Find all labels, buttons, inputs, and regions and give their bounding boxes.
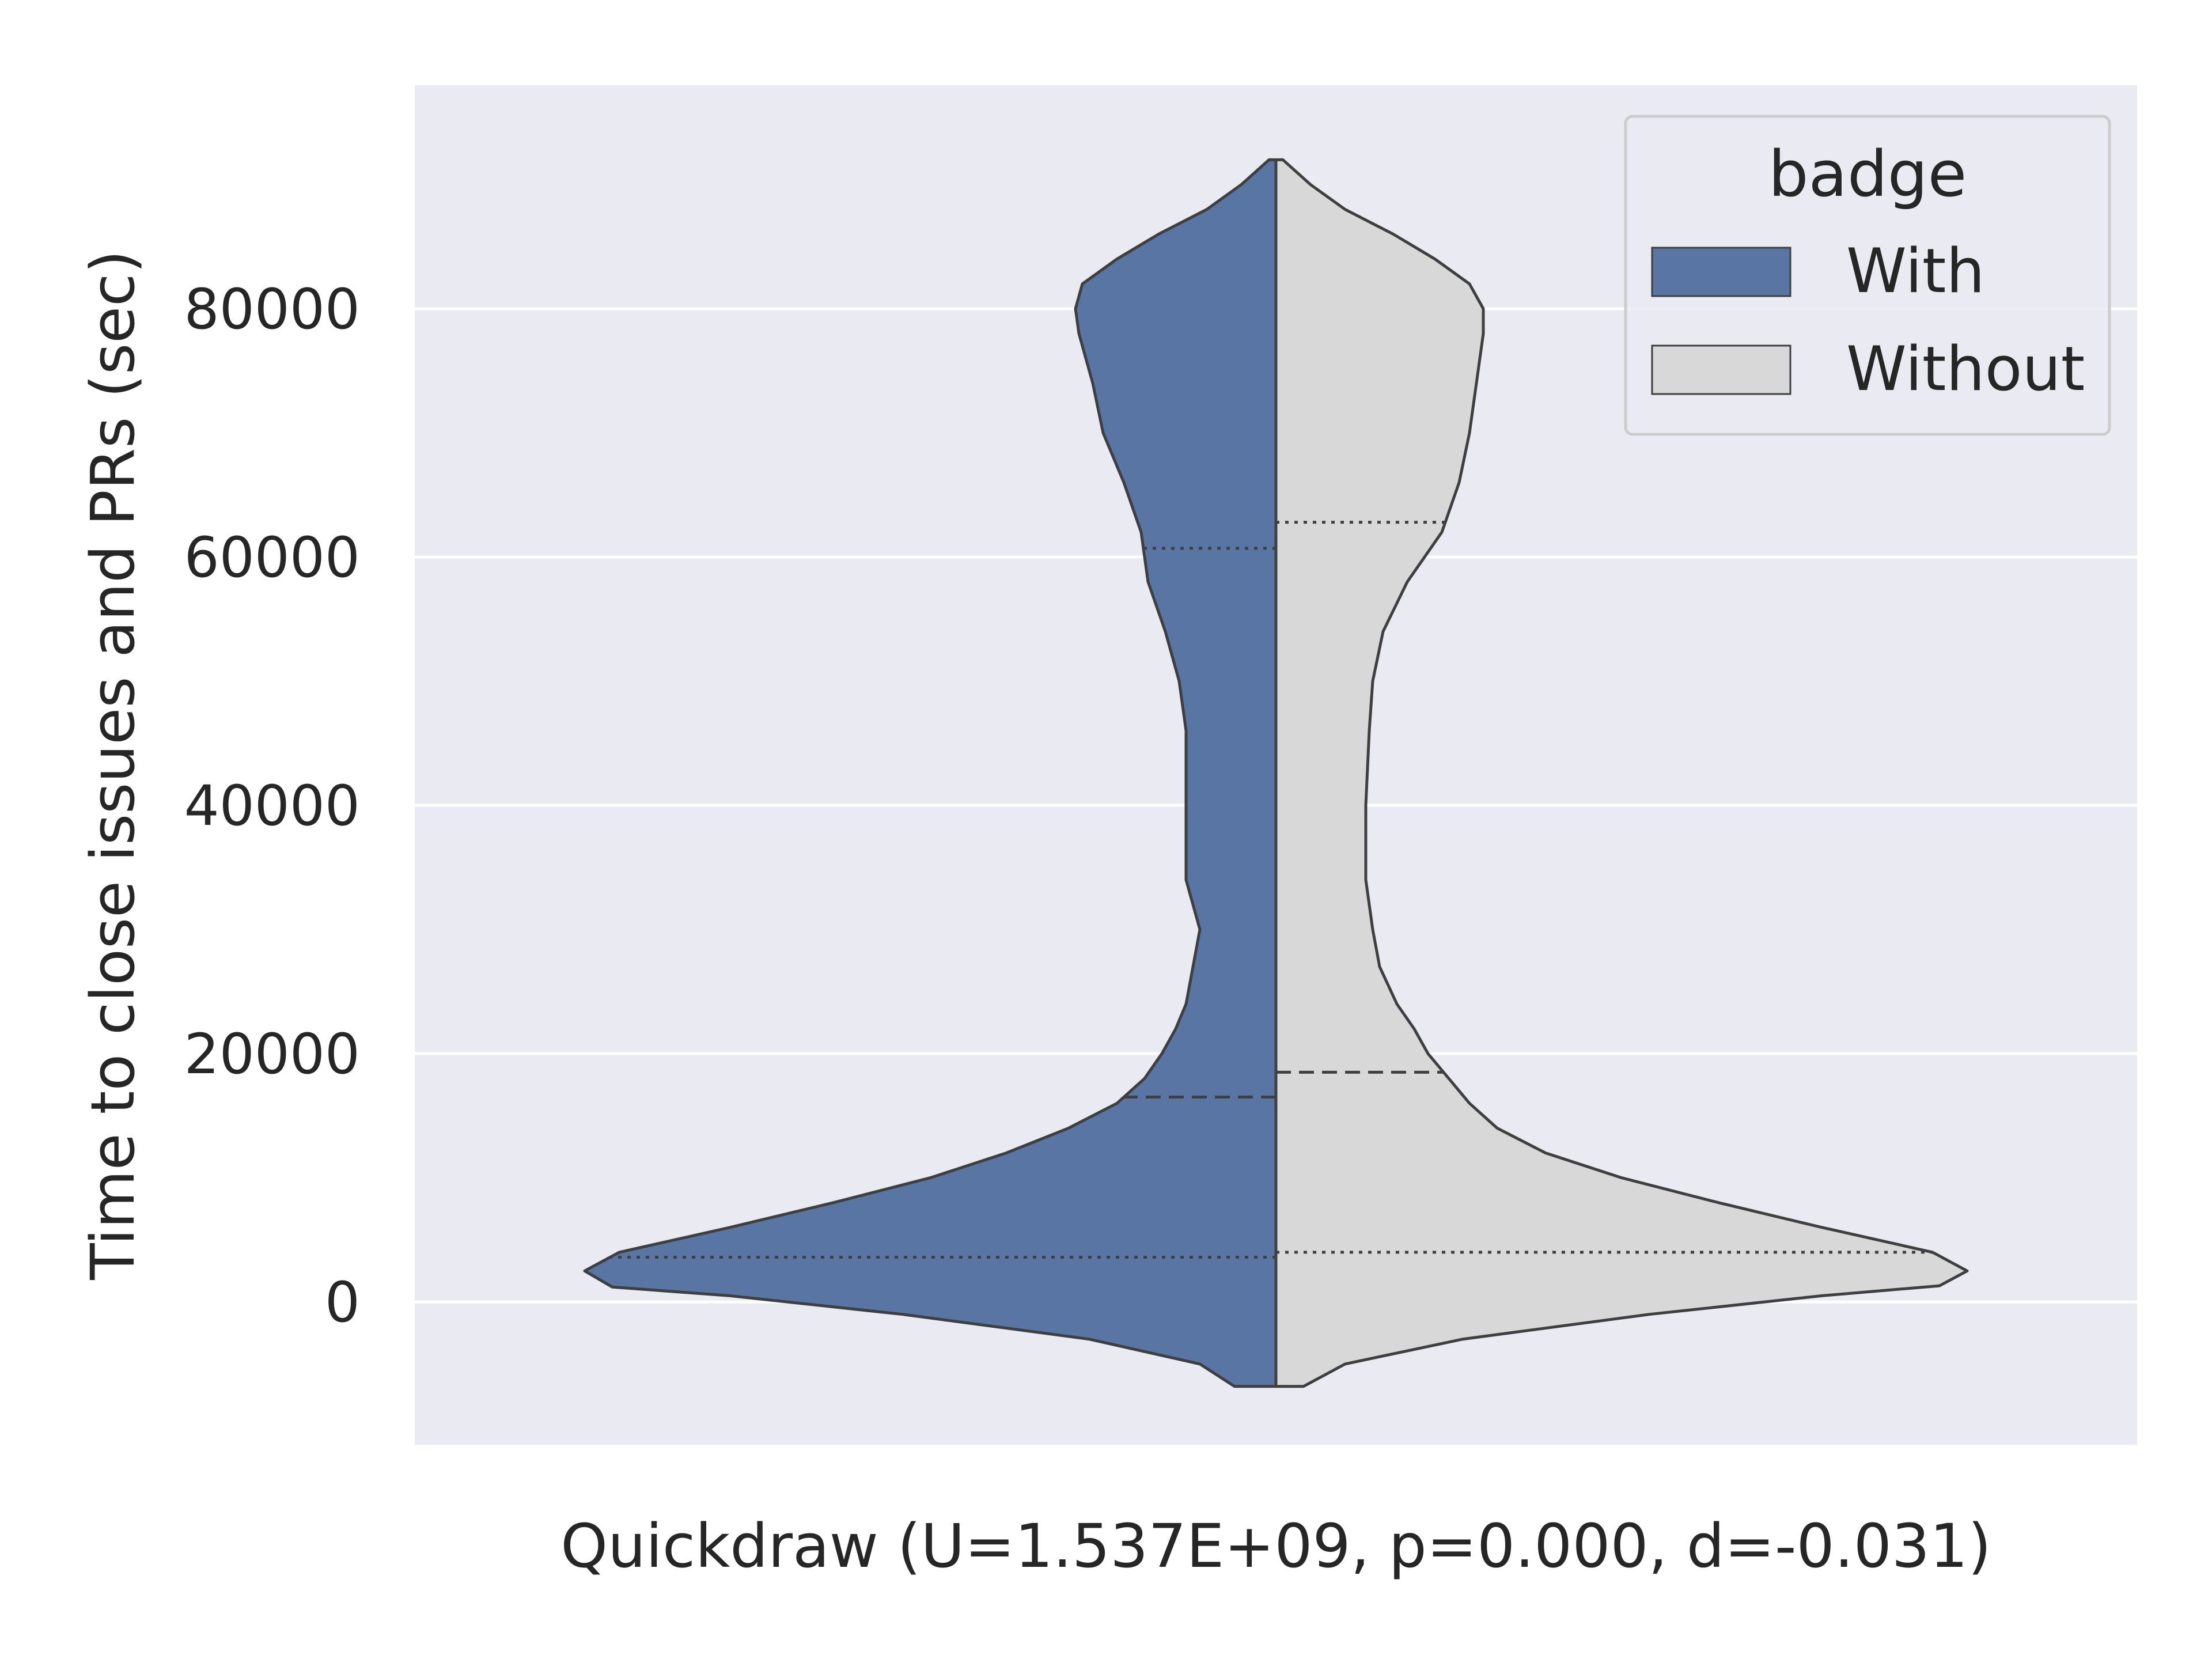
- y-tick-label: 0: [325, 1270, 360, 1335]
- y-tick-label: 40000: [184, 774, 360, 838]
- y-axis-title: Time to close issues and PRs (sec): [78, 250, 148, 1281]
- violins: [583, 158, 1969, 1388]
- legend-swatch-without: [1651, 344, 1791, 395]
- y-tick-label: 80000: [184, 277, 360, 342]
- y-tick-label: 60000: [184, 525, 360, 590]
- legend-label-with: With: [1846, 236, 1985, 306]
- y-tick-label: 20000: [184, 1022, 360, 1086]
- legend: badge With Without: [1624, 115, 2111, 436]
- violin-half-with: [583, 158, 1278, 1388]
- y-tick-labels: 0 20000 40000 60000 80000: [184, 277, 360, 1335]
- legend-items: With Without: [1651, 236, 2085, 404]
- legend-title: badge: [1768, 137, 1967, 211]
- x-axis-title: Quickdraw (U=1.537E+09, p=0.000, d=-0.03…: [560, 1511, 1991, 1581]
- legend-swatch-with: [1651, 247, 1791, 297]
- violin-half-without: [1274, 158, 1969, 1388]
- legend-label-without: Without: [1846, 334, 2085, 404]
